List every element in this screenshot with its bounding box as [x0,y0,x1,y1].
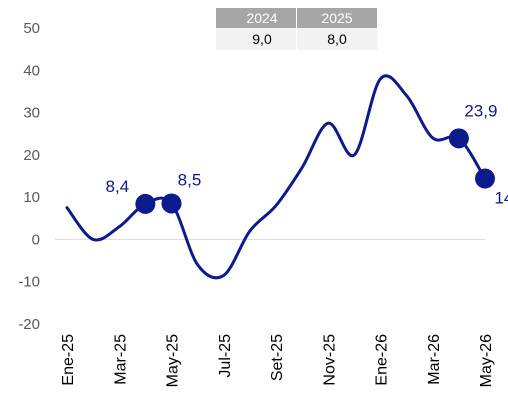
data-point [448,128,469,149]
y-tick-label: -10 [18,274,40,291]
y-tick-label: 0 [32,231,40,248]
data-label: 8,5 [178,170,202,189]
x-tick-label: May-25 [165,334,182,387]
data-label: 23,9 [464,101,497,120]
table-value-2025: 8,0 [327,31,347,47]
table-header-2024: 2024 [246,10,277,26]
x-tick-label: Nov-25 [321,334,338,386]
x-tick-label: May-26 [478,334,495,387]
data-point [475,168,495,189]
data-markers: 8,4 8,5 23,9 14,4 [106,101,508,214]
series-line [65,74,487,280]
data-point [161,193,182,214]
data-label: 14,4 [494,189,508,208]
data-label: 8,4 [106,177,130,196]
table-value-2024: 9,0 [252,31,272,47]
table-header-2025: 2025 [321,10,352,26]
summary-table: 2024 2025 9,0 8,0 [216,8,377,50]
data-point [135,193,156,214]
x-tick-label: Mar-26 [426,334,443,385]
y-tick-label: 20 [23,147,40,164]
x-tick-label: Jul-25 [217,334,234,378]
y-tick-label: 10 [23,189,40,206]
x-tick-label: Ene-25 [60,334,77,386]
y-tick-label: -20 [18,316,40,333]
y-tick-label: 40 [23,62,40,79]
x-tick-label: Set-25 [269,334,286,381]
y-tick-label: 30 [23,105,40,122]
x-axis-ticks: Ene-25 Mar-25 May-25 Jul-25 Set-25 Nov-25 Ene-… [60,334,495,387]
x-tick-label: Mar-25 [112,334,129,385]
x-tick-label: Ene-26 [374,334,391,386]
y-axis-ticks: -20 -10 0 10 20 30 40 50 [18,20,40,333]
y-tick-label: 50 [23,20,40,37]
